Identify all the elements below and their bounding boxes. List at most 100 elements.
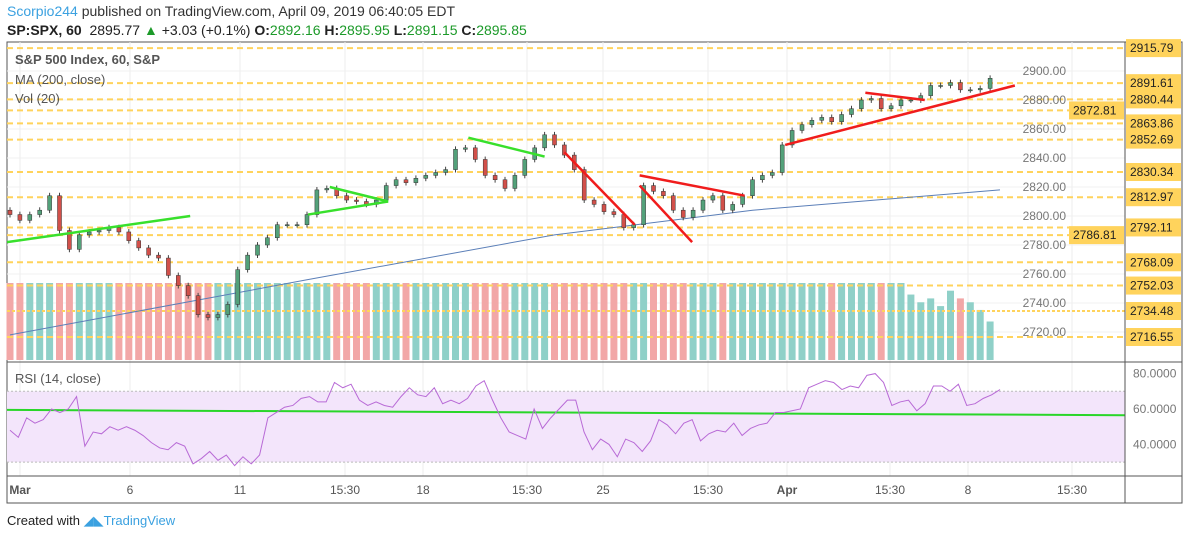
level-price-tag (1069, 226, 1124, 245)
volume-bar (293, 283, 301, 360)
level-price-tag (1126, 74, 1181, 93)
candle-body (77, 234, 82, 250)
low-label: L: (393, 22, 407, 38)
author-link[interactable]: Scorpio244 (7, 3, 78, 19)
volume-bar (105, 283, 113, 360)
level-price-tag (1126, 39, 1181, 58)
created-with: Created with (7, 513, 80, 528)
volume-bar (333, 283, 341, 360)
candle-body (651, 185, 656, 192)
level-price-tag (1126, 302, 1181, 321)
volume-bar (600, 283, 608, 360)
candle-body (126, 231, 132, 241)
level-price-tag (1126, 163, 1181, 182)
volume-bar (343, 283, 351, 360)
volume-bar (768, 283, 776, 360)
x-tick-label: 15:30 (330, 483, 360, 497)
candle-body (146, 247, 151, 256)
level-price-tag (1126, 276, 1181, 295)
y-tick-label: 2820.00 (1023, 180, 1067, 194)
volume-bar (689, 283, 697, 360)
candle-body (136, 240, 141, 249)
volume-bar (838, 283, 846, 360)
volume-bar (194, 283, 202, 360)
volume-bar (818, 283, 826, 360)
publish-info: Scorpio244 published on TradingView.com,… (7, 3, 455, 19)
candle-body (680, 209, 686, 218)
volume-bar (224, 283, 232, 360)
volume-bar (620, 283, 628, 360)
volume-bar (887, 283, 895, 360)
rsi-tick-label: 60.0000 (1133, 402, 1177, 416)
volume-bar (412, 283, 420, 360)
volume-bar (481, 283, 489, 360)
candle-body (819, 117, 825, 121)
tradingview-link[interactable]: TradingView (103, 513, 176, 528)
y-tick-label: 2860.00 (1023, 122, 1067, 136)
candle-body (977, 88, 983, 91)
level-price-label: 2852.69 (1130, 133, 1174, 147)
candle-body (473, 147, 478, 160)
volume-bar (758, 283, 766, 360)
volume-bar (511, 283, 519, 360)
level-price-tag (1126, 188, 1181, 207)
volume-bar (986, 321, 994, 360)
candle-body (987, 78, 993, 89)
x-tick-label: 15:30 (875, 483, 905, 497)
y-tick-label: 2900.00 (1023, 64, 1067, 78)
candle-body (542, 134, 547, 149)
volume-bar (966, 302, 974, 360)
level-price-tag (1126, 130, 1181, 149)
legend-main: S&P 500 Index, 60, S&P (15, 52, 160, 67)
level-price-label: 2880.44 (1130, 92, 1174, 106)
trendline-green (468, 136, 545, 158)
volume-bar (798, 283, 806, 360)
candle-body (750, 179, 755, 196)
volume-bar (857, 283, 865, 360)
volume-bar (828, 283, 836, 360)
trendline-red (784, 84, 1016, 147)
volume-bar (461, 283, 469, 360)
rsi-tick-label: 80.0000 (1133, 367, 1177, 381)
trendline-green (329, 185, 389, 203)
candle-body (57, 195, 62, 231)
volume-bar (145, 283, 153, 360)
volume-bar (6, 283, 14, 360)
volume-bar (560, 283, 568, 360)
legend-vol: Vol (20) (15, 91, 60, 106)
rsi-line (9, 373, 1001, 467)
candle-body (779, 144, 785, 173)
volume-bar (640, 283, 648, 360)
low-value: 2891.15 (406, 22, 458, 38)
candle-body (195, 295, 201, 315)
y-tick-label: 2740.00 (1023, 296, 1067, 310)
candle-body (809, 120, 815, 125)
candle-body (641, 185, 646, 225)
volume-bar (323, 283, 331, 360)
symbol-info: SP:SPX, 60 2895.77 ▲ +3.03 (+0.1%) O:289… (7, 22, 527, 38)
volume-bar (610, 283, 618, 360)
x-tick-label: 18 (416, 483, 430, 497)
volume-bar (749, 283, 756, 360)
tradingview-logo-icon: ◢◣ (83, 513, 104, 528)
volume-bar (432, 283, 440, 360)
volume-bar (164, 283, 172, 360)
candle-body (968, 89, 973, 92)
level-price-label: 2830.34 (1130, 165, 1174, 179)
y-tick-label: 2880.00 (1023, 93, 1067, 107)
volume-bar (26, 283, 34, 360)
level-price-label: 2812.97 (1130, 190, 1174, 204)
level-price-tag (1126, 328, 1181, 347)
volume-bar (976, 309, 984, 360)
candle-body (433, 172, 438, 176)
volume-bar (937, 306, 945, 360)
candle-body (225, 304, 231, 315)
chart-frame (6, 41, 1183, 504)
candle-body (324, 188, 330, 191)
level-price-tag (1126, 114, 1181, 133)
candle-body (591, 199, 597, 205)
candle-body (393, 179, 399, 186)
candle-body (284, 224, 290, 226)
volume-bar (135, 283, 143, 360)
